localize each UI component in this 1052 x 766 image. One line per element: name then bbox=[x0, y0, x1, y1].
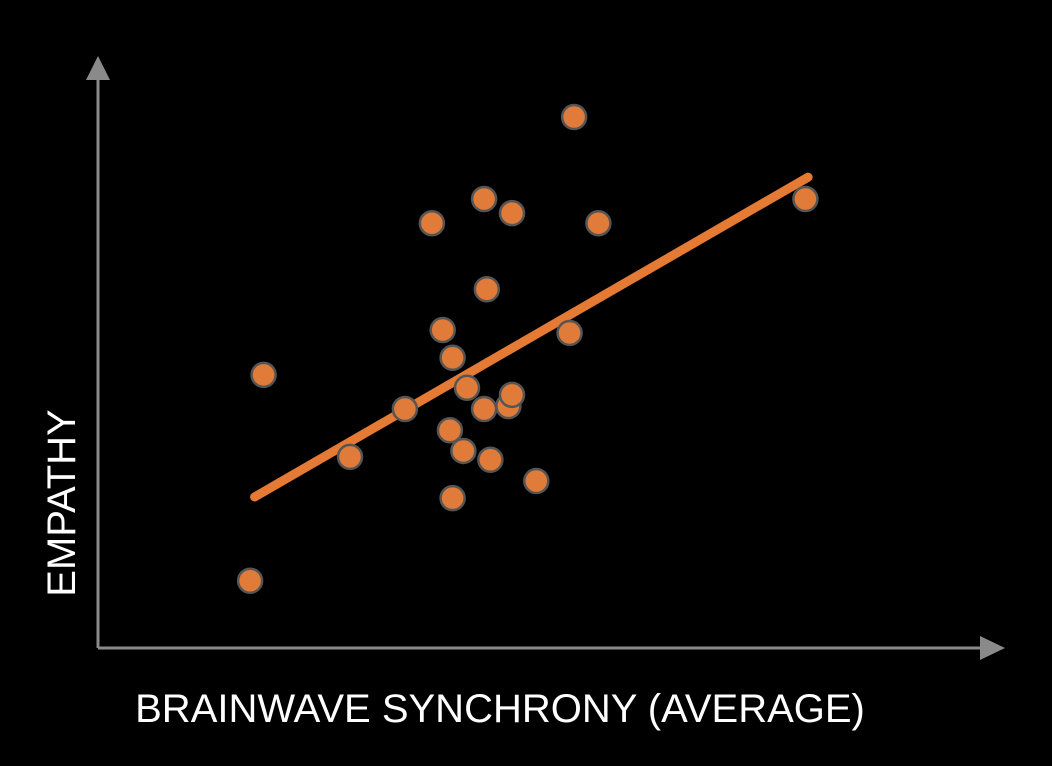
data-point bbox=[250, 361, 277, 389]
data-point bbox=[473, 276, 501, 303]
data-point bbox=[556, 319, 583, 347]
data-point bbox=[336, 443, 364, 471]
x-axis-arrow bbox=[980, 636, 1005, 660]
data-point bbox=[436, 417, 464, 444]
data-point bbox=[439, 484, 466, 512]
x-axis-title: BRAINWAVE SYNCHRONY (AVERAGE) bbox=[135, 687, 865, 731]
data-point bbox=[418, 209, 446, 237]
trend-line bbox=[250, 172, 813, 502]
data-point bbox=[498, 381, 526, 409]
data-point bbox=[470, 185, 498, 213]
data-point bbox=[470, 395, 498, 423]
data-point bbox=[560, 103, 588, 131]
data-point bbox=[391, 395, 419, 423]
data-point bbox=[523, 467, 550, 495]
data-point bbox=[236, 567, 264, 594]
data-point bbox=[792, 185, 819, 213]
data-point bbox=[429, 316, 456, 344]
data-point bbox=[477, 446, 504, 474]
data-point bbox=[439, 344, 466, 371]
data-point bbox=[453, 374, 481, 402]
y-axis-title: EMPATHY bbox=[40, 409, 84, 596]
data-point bbox=[450, 437, 477, 465]
data-point bbox=[498, 199, 526, 227]
y-axis-arrow bbox=[86, 56, 110, 80]
data-point bbox=[585, 209, 612, 237]
